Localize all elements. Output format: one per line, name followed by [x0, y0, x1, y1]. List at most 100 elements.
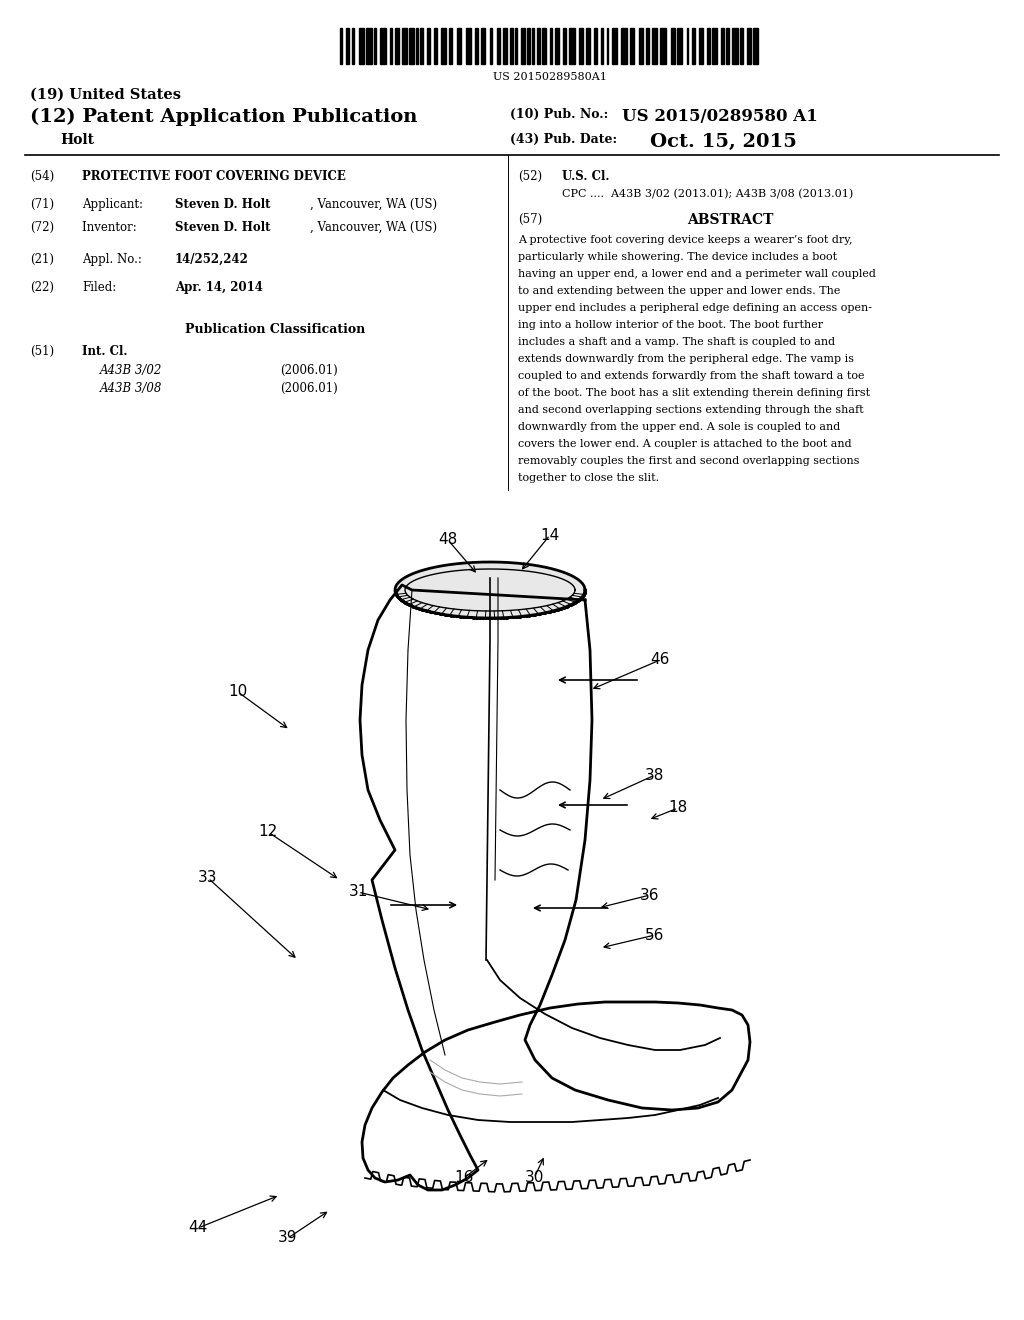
Bar: [754, 28, 759, 63]
Text: CPC ....  A43B 3/02 (2013.01); A43B 3/08 (2013.01): CPC .... A43B 3/02 (2013.01); A43B 3/08 …: [562, 189, 853, 199]
Bar: [489, 28, 493, 63]
Text: Holt: Holt: [60, 133, 94, 147]
Bar: [671, 28, 675, 63]
Bar: [380, 28, 386, 63]
Bar: [352, 28, 354, 63]
Text: and second overlapping sections extending through the shaft: and second overlapping sections extendin…: [518, 405, 863, 414]
Text: (57): (57): [518, 213, 543, 226]
Text: Steven D. Holt: Steven D. Holt: [175, 198, 270, 211]
Text: PROTECTIVE FOOT COVERING DEVICE: PROTECTIVE FOOT COVERING DEVICE: [82, 170, 346, 183]
Bar: [420, 28, 423, 63]
Text: extends downwardly from the peripheral edge. The vamp is: extends downwardly from the peripheral e…: [518, 354, 854, 364]
Text: of the boot. The boot has a slit extending therein defining first: of the boot. The boot has a slit extendi…: [518, 388, 870, 399]
Bar: [646, 28, 649, 63]
Bar: [721, 28, 724, 63]
Text: (10) Pub. No.:: (10) Pub. No.:: [510, 108, 608, 121]
Text: Appl. No.:: Appl. No.:: [82, 253, 150, 267]
Bar: [457, 28, 461, 63]
Text: covers the lower end. A coupler is attached to the boot and: covers the lower end. A coupler is attac…: [518, 440, 852, 449]
Bar: [537, 28, 541, 63]
Bar: [390, 28, 392, 63]
Text: 44: 44: [188, 1221, 208, 1236]
Text: (43) Pub. Date:: (43) Pub. Date:: [510, 133, 617, 147]
Bar: [504, 28, 507, 63]
Text: (22): (22): [30, 281, 54, 294]
Bar: [699, 28, 703, 63]
Text: (19) United States: (19) United States: [30, 88, 181, 102]
Bar: [340, 28, 342, 63]
Text: (12) Patent Application Publication: (12) Patent Application Publication: [30, 108, 418, 127]
Bar: [521, 28, 525, 63]
Text: ing into a hollow interior of the boot. The boot further: ing into a hollow interior of the boot. …: [518, 319, 823, 330]
Bar: [427, 28, 430, 63]
Bar: [732, 28, 737, 63]
Text: 36: 36: [640, 887, 659, 903]
Bar: [346, 28, 349, 63]
Bar: [358, 28, 365, 63]
Text: 16: 16: [455, 1171, 474, 1185]
Text: includes a shaft and a vamp. The shaft is coupled to and: includes a shaft and a vamp. The shaft i…: [518, 337, 836, 347]
Text: Steven D. Holt: Steven D. Holt: [175, 220, 270, 234]
Bar: [366, 28, 372, 63]
Text: 14/252,242: 14/252,242: [175, 253, 249, 267]
Text: A43B 3/08: A43B 3/08: [100, 381, 163, 395]
Bar: [712, 28, 717, 63]
Bar: [481, 28, 484, 63]
Bar: [630, 28, 635, 63]
Text: upper end includes a peripheral edge defining an access open-: upper end includes a peripheral edge def…: [518, 304, 872, 313]
Bar: [402, 28, 408, 63]
Bar: [542, 28, 546, 63]
Text: 30: 30: [524, 1171, 544, 1185]
Polygon shape: [395, 562, 585, 618]
Text: 12: 12: [258, 825, 278, 840]
Bar: [466, 28, 471, 63]
Text: A43B 3/02: A43B 3/02: [100, 364, 163, 378]
Text: to and extending between the upper and lower ends. The: to and extending between the upper and l…: [518, 286, 841, 296]
Text: 14: 14: [541, 528, 560, 543]
Text: Apr. 14, 2014: Apr. 14, 2014: [175, 281, 263, 294]
Text: 38: 38: [645, 767, 665, 783]
Polygon shape: [360, 585, 750, 1191]
Bar: [579, 28, 583, 63]
Text: Applicant:: Applicant:: [82, 198, 151, 211]
Bar: [531, 28, 534, 63]
Text: 48: 48: [438, 532, 458, 548]
Bar: [555, 28, 559, 63]
Text: (72): (72): [30, 220, 54, 234]
Bar: [607, 28, 608, 63]
Bar: [612, 28, 616, 63]
Bar: [660, 28, 666, 63]
Text: (52): (52): [518, 170, 542, 183]
Bar: [410, 28, 414, 63]
Bar: [449, 28, 452, 63]
Text: US 2015/0289580 A1: US 2015/0289580 A1: [622, 108, 818, 125]
Text: 10: 10: [228, 685, 248, 700]
Text: Inventor:: Inventor:: [82, 220, 148, 234]
Text: particularly while showering. The device includes a boot: particularly while showering. The device…: [518, 252, 838, 261]
Text: (71): (71): [30, 198, 54, 211]
Text: coupled to and extends forwardly from the shaft toward a toe: coupled to and extends forwardly from th…: [518, 371, 864, 381]
Bar: [416, 28, 418, 63]
Text: (54): (54): [30, 170, 54, 183]
Text: 18: 18: [669, 800, 688, 816]
Text: , Vancouver, WA (US): , Vancouver, WA (US): [310, 198, 437, 211]
Bar: [739, 28, 743, 63]
Bar: [526, 28, 529, 63]
Text: A protective foot covering device keeps a wearer’s foot dry,: A protective foot covering device keeps …: [518, 235, 853, 246]
Bar: [651, 28, 657, 63]
Bar: [551, 28, 553, 63]
Bar: [374, 28, 377, 63]
Bar: [746, 28, 751, 63]
Text: Int. Cl.: Int. Cl.: [82, 345, 128, 358]
Text: removably couples the first and second overlapping sections: removably couples the first and second o…: [518, 455, 859, 466]
Bar: [639, 28, 643, 63]
Text: (2006.01): (2006.01): [280, 381, 338, 395]
Text: Filed:: Filed:: [82, 281, 117, 294]
Bar: [569, 28, 574, 63]
Bar: [707, 28, 710, 63]
Text: , Vancouver, WA (US): , Vancouver, WA (US): [310, 220, 437, 234]
Text: US 20150289580A1: US 20150289580A1: [494, 73, 607, 82]
Bar: [395, 28, 399, 63]
Text: having an upper end, a lower end and a perimeter wall coupled: having an upper end, a lower end and a p…: [518, 269, 876, 279]
Bar: [475, 28, 478, 63]
